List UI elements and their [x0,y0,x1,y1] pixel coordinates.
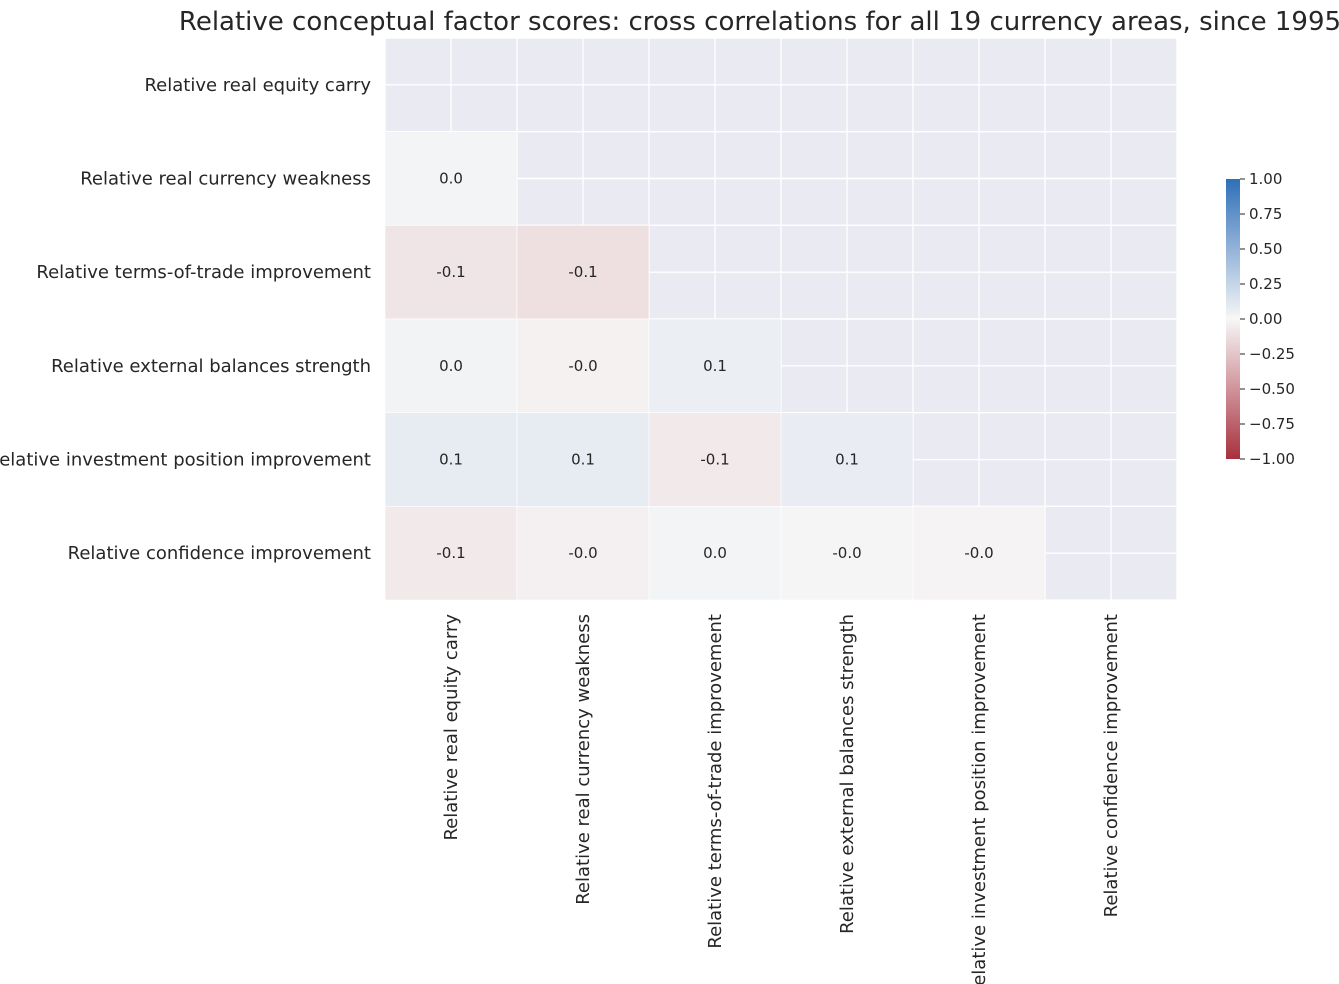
row-label-0: Relative real equity carry [144,75,371,96]
heatmap-cell-1-0 [384,131,518,226]
heatmap-cell-3-0 [384,318,518,413]
row-label-3: Relative external balances strength [51,356,371,377]
heatmap-cell-2-0 [384,225,518,320]
colorbar-tick-label-1: 0.75 [1249,205,1282,223]
column-label-3: Relative external balances strength [837,614,858,934]
heatmap-cell-4-3 [780,412,914,507]
plot-area: 0.0 -0.1 -0.1 0.0 -0.0 0.1 0.1 0.1 -0.1 0.1 -0.1 -0… [384,37,1178,601]
column-label-1: Relative real currency weakness [573,614,594,905]
cell-value-5-4: -0.0 [964,544,993,562]
heatmap-cell-5-0 [384,506,518,601]
cell-value-4-2: -0.1 [700,451,729,469]
column-labels: Relative real equity carry Relative real … [441,614,1122,984]
cell-value-4-3: 0.1 [835,451,859,469]
heatmap-cell-4-0 [384,412,518,507]
colorbar-tick-label-6: −0.50 [1249,380,1295,398]
colorbar: 1.00 0.75 0.50 0.25 0.00 −0.25 −0.50 −0.75 −1.00 [1226,170,1295,468]
cell-value-3-1: -0.0 [568,357,597,375]
heatmap-cell-5-4 [912,506,1046,601]
colorbar-tick-label-3: 0.25 [1249,275,1282,293]
heatmap-cell-4-2 [648,412,782,507]
heatmap-cell-5-1 [516,506,650,601]
column-label-5: Relative confidence improvement [1101,614,1122,917]
heatmap-cell-5-3 [780,506,914,601]
chart-title: Relative conceptual factor scores: cross… [179,7,1339,37]
cell-value-3-2: 0.1 [703,357,727,375]
row-label-5: Relative confidence improvement [68,543,371,564]
heatmap-cell-5-2 [648,506,782,601]
heatmap-cell-3-2 [648,318,782,413]
cell-value-5-3: -0.0 [832,544,861,562]
row-labels: Relative real equity carry Relative real … [0,75,371,564]
column-label-4: Relative investment position improvement [969,614,990,984]
heatmap-cell-2-1 [516,225,650,320]
heatmap-cell-4-1 [516,412,650,507]
cell-value-4-0: 0.1 [439,451,463,469]
column-label-0: Relative real equity carry [441,614,462,841]
cell-value-3-0: 0.0 [439,357,463,375]
row-label-2: Relative terms-of-trade improvement [36,262,371,283]
row-label-1: Relative real currency weakness [80,169,371,190]
cell-value-2-0: -0.1 [436,263,465,281]
colorbar-tick-label-2: 0.50 [1249,240,1282,258]
colorbar-tick-label-8: −1.00 [1249,450,1295,468]
cell-value-4-1: 0.1 [571,451,595,469]
colorbar-tick-label-5: −0.25 [1249,345,1295,363]
cell-value-2-1: -0.1 [568,263,597,281]
colorbar-tick-label-4: 0.00 [1249,310,1282,328]
cell-value-5-2: 0.0 [703,544,727,562]
cell-value-1-0: 0.0 [439,170,463,188]
column-label-2: Relative terms-of-trade improvement [705,614,726,949]
colorbar-tick-label-0: 1.00 [1249,170,1282,188]
cell-value-5-1: -0.0 [568,544,597,562]
colorbar-tick-label-7: −0.75 [1249,415,1295,433]
colorbar-gradient [1226,179,1240,459]
cell-value-5-0: -0.1 [436,544,465,562]
row-label-4: Relative investment position improvement [0,450,371,471]
